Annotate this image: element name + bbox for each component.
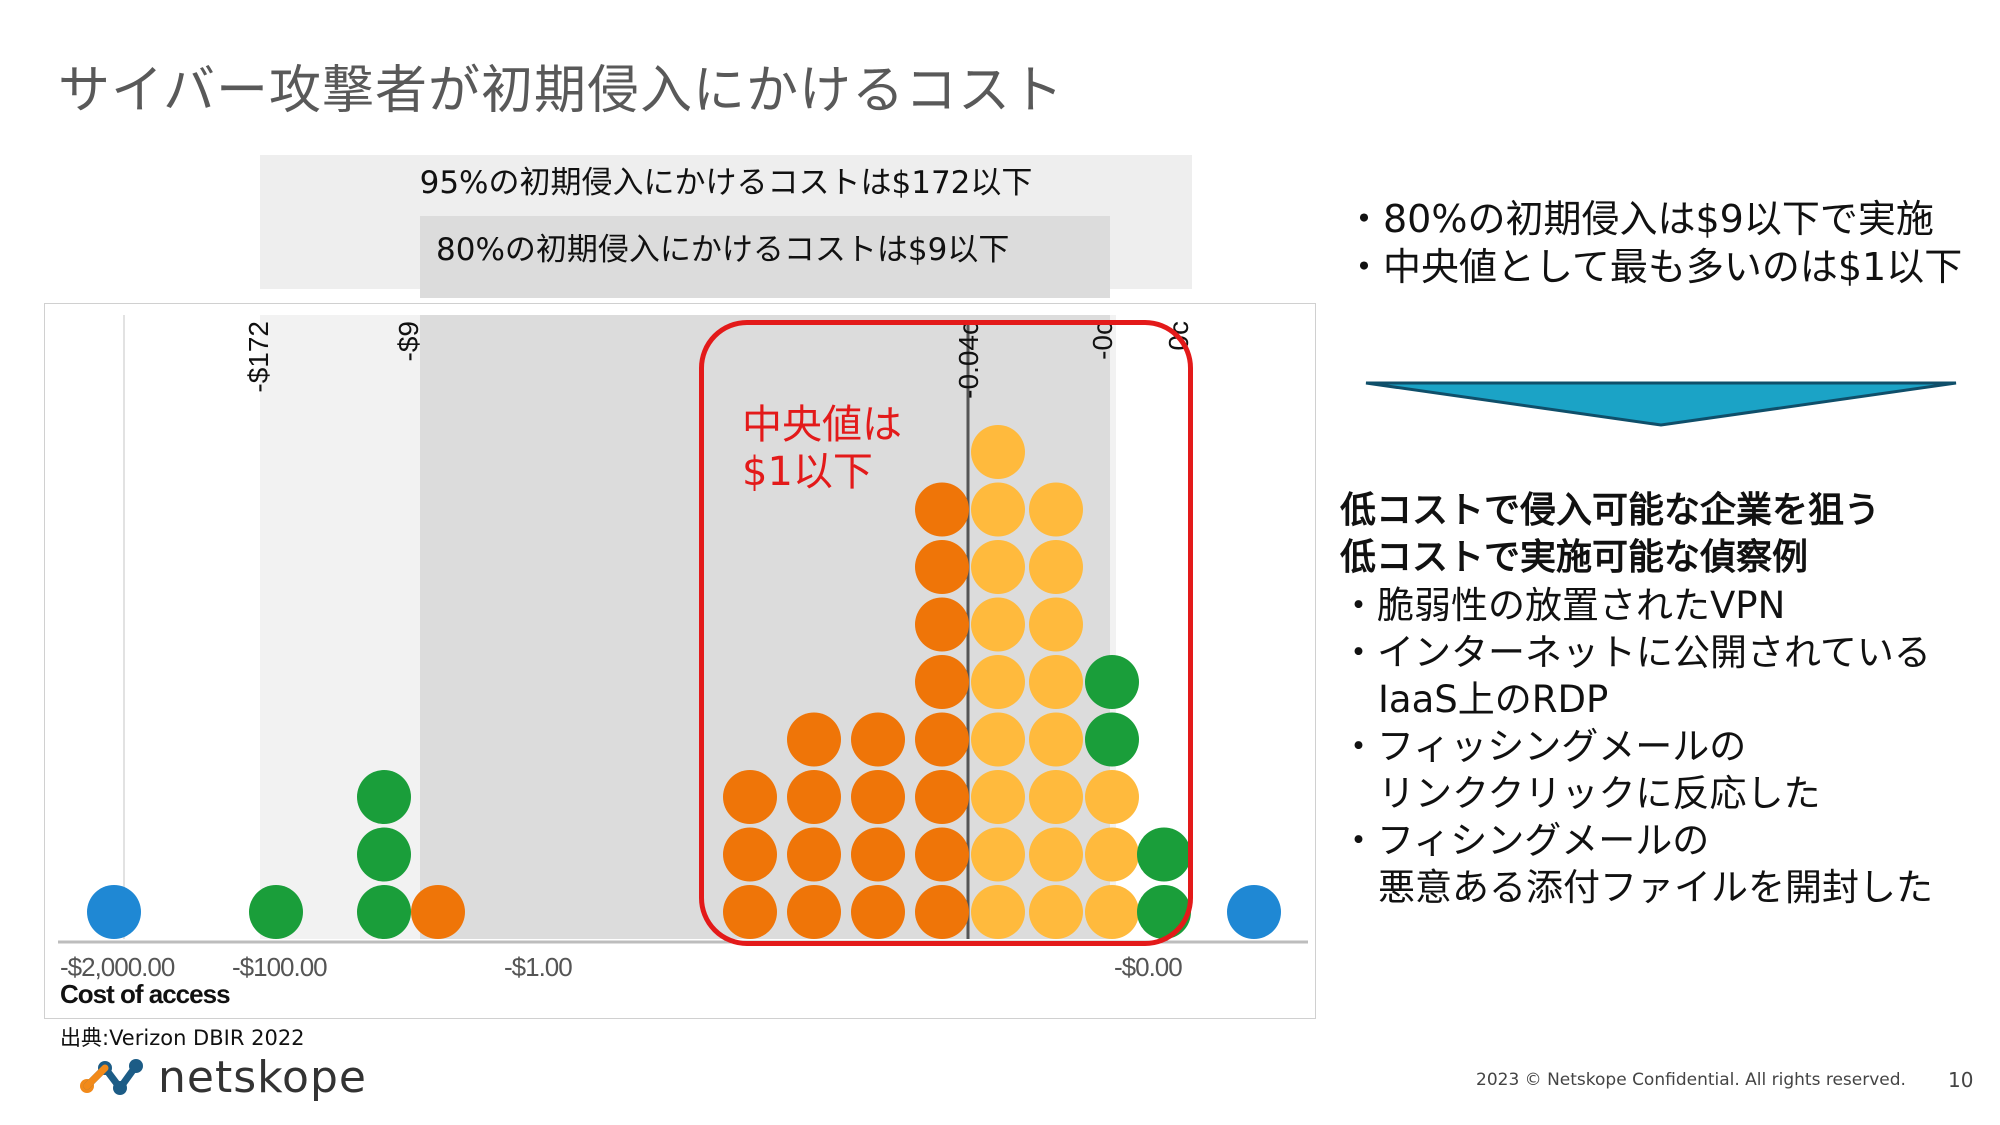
recon-bullets: ・脆弱性の放置されたVPN ・インターネットに公開されている IaaS上のRDP…: [1340, 582, 1933, 911]
x-axis-label: Cost of access: [60, 979, 230, 1009]
data-point: [915, 770, 969, 824]
source-text: 出典:Verizon DBIR 2022: [60, 1026, 305, 1050]
band-95-label: 95%の初期侵入にかけるコストは$172以下: [419, 165, 1033, 201]
band-80: 80%の初期侵入にかけるコストは$9以下: [420, 216, 1110, 298]
data-point: [971, 655, 1025, 709]
data-point: [915, 827, 969, 882]
recon-bullet: ・フィッシングメールの: [1340, 725, 1747, 768]
data-point: [1029, 597, 1083, 652]
data-point: [1085, 655, 1139, 709]
data-point: [1085, 885, 1139, 939]
recon-heading-line1: 低コストで侵入可能な企業を狙う: [1340, 490, 1881, 531]
recon-bullet: ・脆弱性の放置されたVPN: [1340, 584, 1786, 627]
data-point: [971, 482, 1025, 537]
data-point: [1029, 712, 1083, 767]
recon-heading-line2: 低コストで実施可能な偵察例: [1340, 537, 1809, 578]
data-point: [357, 770, 411, 824]
recon-bullet: ・フィシングメールの: [1340, 819, 1710, 862]
data-point: [357, 885, 411, 939]
median-note-line1: 中央値は: [742, 402, 902, 448]
data-point: [1029, 770, 1083, 824]
data-point: [851, 885, 905, 939]
recon-heading: 低コストで侵入可能な企業を狙う 低コストで実施可能な偵察例: [1340, 487, 1880, 581]
data-point: [723, 827, 777, 882]
data-point: [971, 712, 1025, 767]
x-tick-label: -$100.00: [232, 952, 327, 982]
recon-bullet-cont: 悪意ある添付ファイルを開封した: [1378, 866, 1933, 909]
reference-label: -$172: [243, 321, 274, 393]
data-point: [851, 827, 905, 882]
top-bullet: ・80%の初期侵入は$9以下で実施: [1345, 197, 1934, 241]
data-point: [915, 540, 969, 594]
data-point: [1085, 770, 1139, 824]
data-point: [1085, 827, 1139, 882]
reference-label: -0c: [1087, 321, 1118, 360]
data-point: [971, 770, 1025, 824]
data-point: [1029, 885, 1083, 939]
median-note-line2: $1以下: [742, 449, 873, 495]
data-point: [87, 885, 141, 939]
data-point: [1029, 540, 1083, 594]
data-point: [787, 712, 841, 767]
data-point: [411, 885, 465, 939]
slide-title: サイバー攻撃者が初期侵入にかけるコスト: [58, 61, 1064, 121]
data-point: [787, 827, 841, 882]
data-point: [1029, 655, 1083, 709]
median-note: 中央値は $1以下: [742, 402, 902, 496]
x-tick-label: -$0.00: [1114, 952, 1182, 982]
recon-bullet: ・インターネットに公開されている: [1340, 631, 1931, 674]
data-point: [971, 885, 1025, 939]
band-80-label: 80%の初期侵入にかけるコストは$9以下: [436, 232, 1010, 268]
netskope-wordmark: netskope: [158, 1052, 367, 1103]
data-point: [851, 712, 905, 767]
data-point: [971, 827, 1025, 882]
data-point: [787, 885, 841, 939]
data-point: [787, 770, 841, 824]
reference-label: -$9: [393, 321, 424, 361]
data-point: [971, 425, 1025, 479]
data-point: [915, 655, 969, 709]
down-arrow-icon: [1365, 381, 1957, 427]
recon-bullet-cont: IaaS上のRDP: [1378, 678, 1609, 721]
data-point: [249, 885, 303, 939]
recon-bullet-cont: リンククリックに反応した: [1378, 772, 1821, 815]
data-point: [1137, 827, 1191, 882]
x-tick-label: -$2,000.00: [60, 952, 175, 982]
data-point: [357, 827, 411, 882]
data-point: [723, 770, 777, 824]
top-bullet: ・中央値として最も多いのは$1以下: [1345, 245, 1963, 289]
data-point: [971, 540, 1025, 594]
data-point: [971, 597, 1025, 652]
top-bullets: ・80%の初期侵入は$9以下で実施 ・中央値として最も多いのは$1以下: [1345, 195, 1962, 291]
data-point: [1029, 827, 1083, 882]
x-tick-label: -$1.00: [504, 952, 572, 982]
page-number: 10: [1948, 1068, 1974, 1092]
data-point: [915, 482, 969, 537]
data-point: [915, 597, 969, 652]
data-point: [1085, 712, 1139, 767]
median-highlight-box: [699, 320, 1193, 946]
netskope-logo-icon: [80, 1059, 143, 1095]
netskope-logo: netskope: [78, 1052, 378, 1106]
reference-label: -0.04c: [953, 321, 984, 399]
data-point: [915, 712, 969, 767]
data-point: [1227, 885, 1281, 939]
data-point: [915, 885, 969, 939]
dot-chart: -$172 -$9 -0.04c -0c 0c -$2,000.00 -$100.00 -$…: [44, 303, 1316, 1019]
data-point: [1029, 482, 1083, 537]
footer-copyright: 2023 © Netskope Confidential. All rights…: [1476, 1070, 1906, 1090]
data-point: [851, 770, 905, 824]
